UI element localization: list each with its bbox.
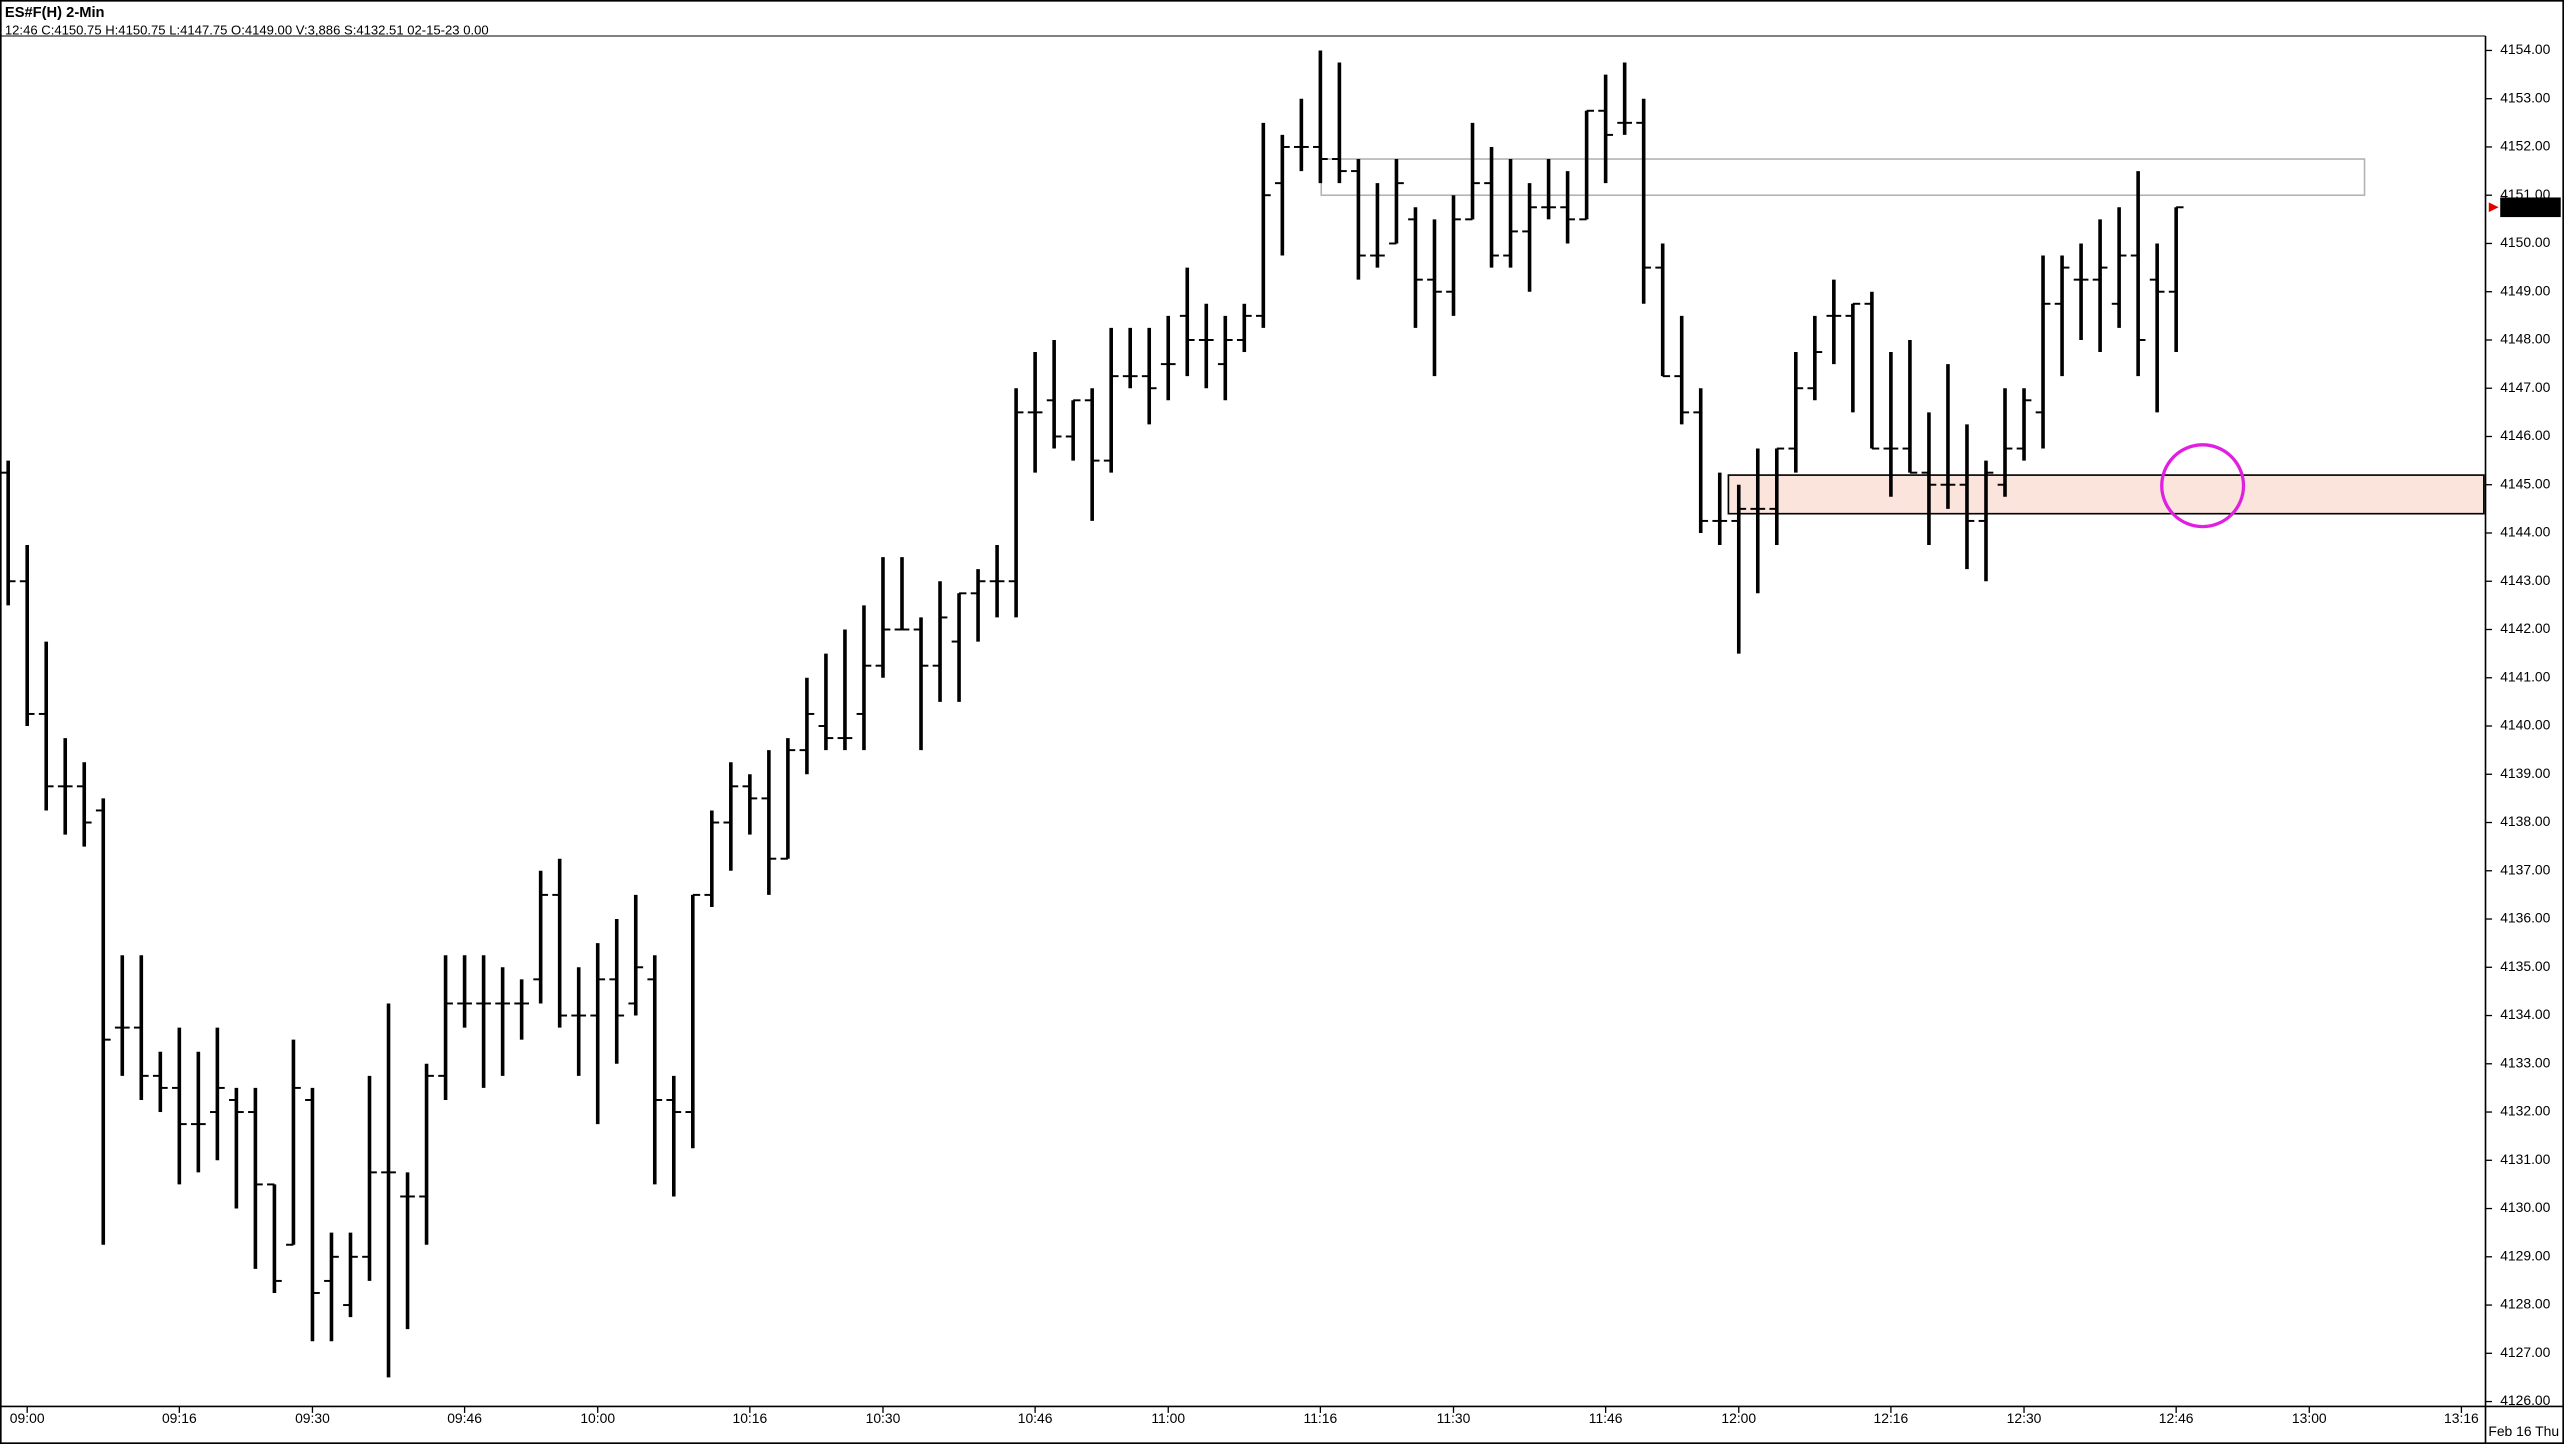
y-tick-label: 4135.00 (2500, 958, 2550, 974)
y-tick-label: 4127.00 (2500, 1344, 2550, 1360)
chart-title: ES#F(H) 2-Min (5, 5, 105, 21)
chart-subtitle: 12:46 C:4150.75 H:4150.75 L:4147.75 O:41… (5, 23, 489, 38)
x-tick-label: 10:46 (1018, 1410, 1053, 1426)
y-tick-label: 4130.00 (2500, 1199, 2550, 1215)
last-price-arrow (2488, 202, 2499, 213)
y-tick-label: 4147.00 (2500, 379, 2550, 395)
price-zone (1727, 474, 2485, 515)
y-tick-label: 4144.00 (2500, 524, 2550, 540)
y-tick-label: 4154.00 (2500, 41, 2550, 57)
x-tick-label: 09:30 (295, 1410, 330, 1426)
highlight-circle (2160, 443, 2246, 529)
y-tick-label: 4132.00 (2500, 1103, 2550, 1119)
y-tick-label: 4149.00 (2500, 282, 2550, 298)
x-tick-label: 11:16 (1304, 1410, 1338, 1426)
last-price-label: 4150.75 (2503, 198, 2553, 214)
y-tick-label: 4133.00 (2500, 1054, 2550, 1070)
y-tick-label: 4148.00 (2500, 331, 2550, 347)
x-tick-label: 12:46 (2159, 1410, 2194, 1426)
y-tick-label: 4137.00 (2500, 861, 2550, 877)
y-tick-label: 4134.00 (2500, 1006, 2550, 1022)
y-tick-label: 4152.00 (2500, 138, 2550, 154)
y-tick-label: 4131.00 (2500, 1151, 2550, 1167)
x-tick-label: 13:16 (2444, 1410, 2479, 1426)
y-tick-label: 4136.00 (2500, 910, 2550, 926)
x-tick-label: 10:00 (580, 1410, 615, 1426)
x-tick-label: 11:30 (1437, 1410, 1471, 1426)
x-tick-label: 13:00 (2292, 1410, 2327, 1426)
date-label: Feb 16 Thu (2488, 1423, 2559, 1439)
x-tick-label: 10:30 (866, 1410, 901, 1426)
y-tick-label: 4128.00 (2500, 1296, 2550, 1312)
y-tick-label: 4126.00 (2500, 1392, 2550, 1408)
y-tick-label: 4145.00 (2500, 475, 2550, 491)
x-tick-label: 12:30 (2007, 1410, 2042, 1426)
y-tick-label: 4139.00 (2500, 765, 2550, 781)
price-zone (1320, 158, 2366, 197)
y-tick-label: 4141.00 (2500, 668, 2550, 684)
last-price-box (2500, 197, 2561, 218)
y-tick-label: 4143.00 (2500, 572, 2550, 588)
y-tick-label: 4138.00 (2500, 813, 2550, 829)
x-tick-label: 12:16 (1874, 1410, 1909, 1426)
x-tick-label: 09:00 (10, 1410, 45, 1426)
x-tick-label: 11:00 (1151, 1410, 1185, 1426)
y-tick-label: 4150.00 (2500, 234, 2550, 250)
y-tick-label: 4140.00 (2500, 717, 2550, 733)
y-tick-label: 4146.00 (2500, 427, 2550, 443)
x-tick-label: 12:00 (1721, 1410, 1756, 1426)
y-tick-label: 4129.00 (2500, 1247, 2550, 1263)
y-tick-label: 4142.00 (2500, 620, 2550, 636)
x-tick-label: 09:46 (447, 1410, 482, 1426)
x-tick-label: 09:16 (162, 1410, 197, 1426)
x-tick-label: 10:16 (732, 1410, 767, 1426)
y-tick-label: 4153.00 (2500, 89, 2550, 105)
x-tick-label: 11:46 (1589, 1410, 1623, 1426)
